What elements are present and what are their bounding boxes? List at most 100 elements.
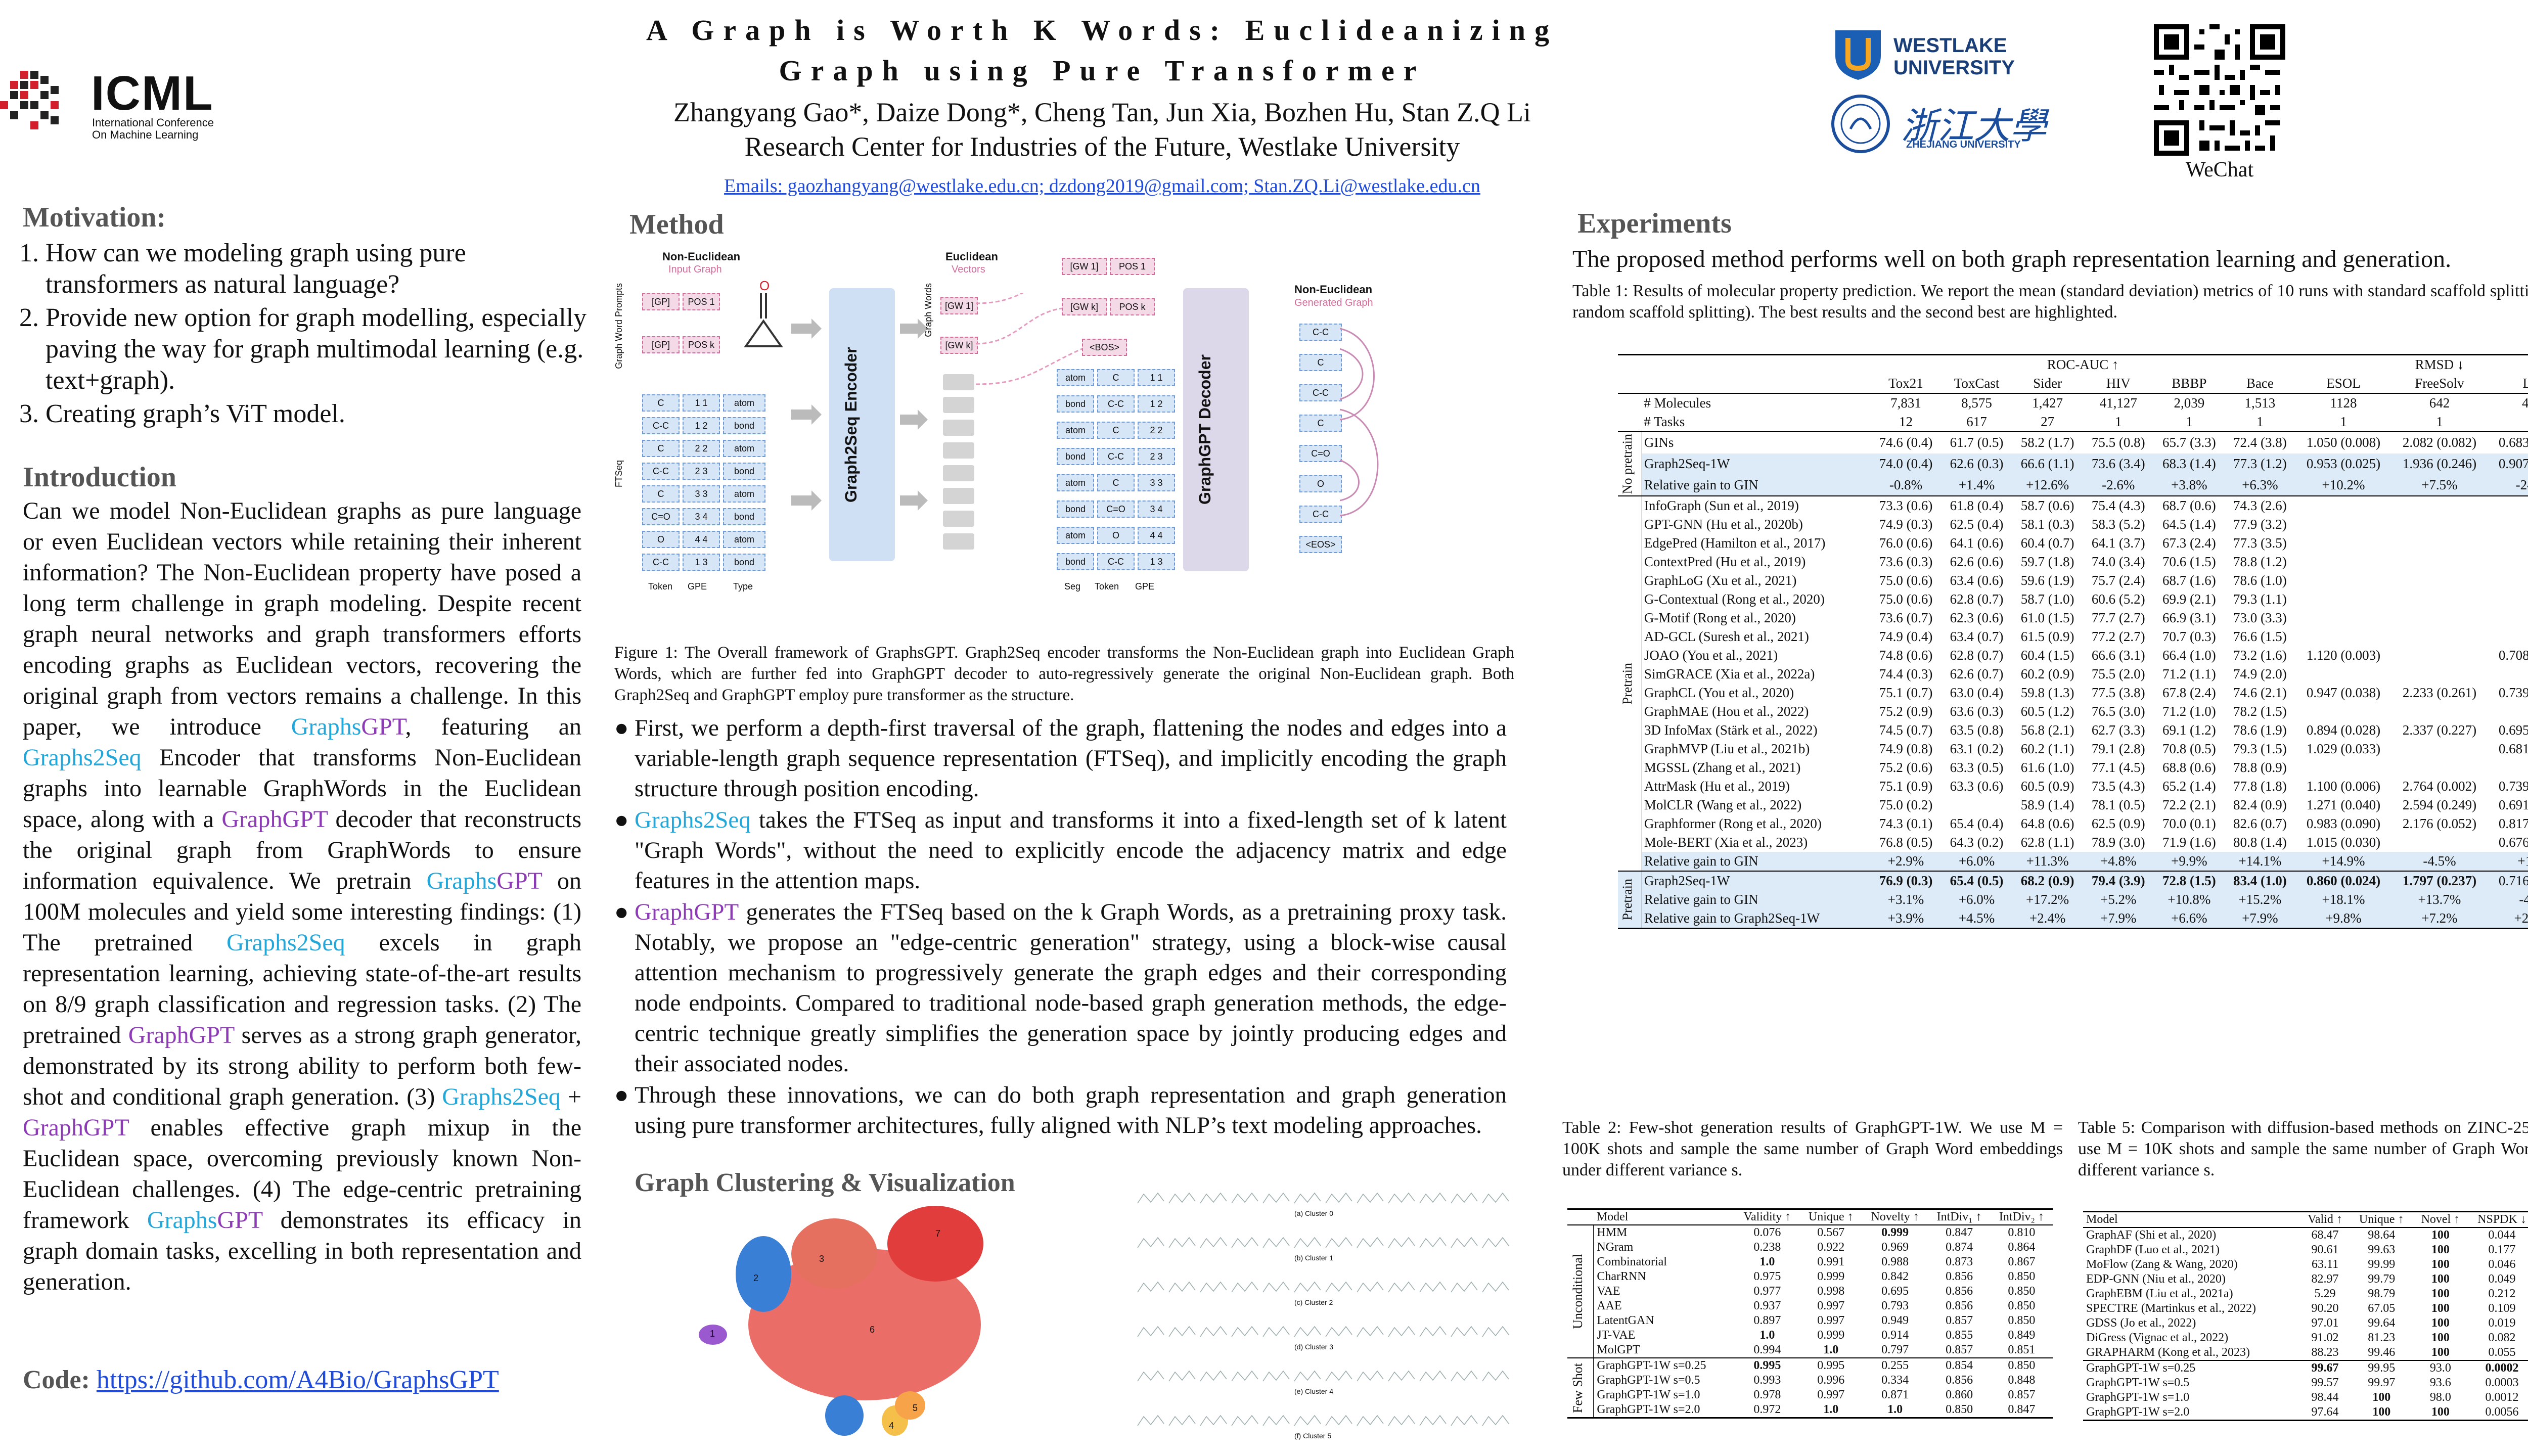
tbl-cell: 0.995	[1753, 1359, 1781, 1372]
tbl-cell: 0.019	[2488, 1316, 2516, 1330]
zju-seal-icon	[1831, 95, 1890, 153]
t1-cell	[2391, 515, 2488, 534]
enc-token: C-C	[642, 417, 680, 434]
t1-cell: 78.8 (0.9)	[2233, 760, 2287, 776]
t1-cell: 65.7 (3.3)	[2162, 435, 2216, 450]
tbl-cell: 0.082	[2488, 1331, 2516, 1344]
t1-cell: 66.9 (3.1)	[2162, 610, 2216, 626]
t1-tasks-row: # Tasks 12 617 27 1 1 1 1 1 1	[1618, 413, 2528, 432]
tbl-row: GraphDF (Luo et al., 2021) 90.61 99.63 100 0…	[2083, 1243, 2528, 1257]
code-link[interactable]: https://github.com/A4Bio/GraphsGPT	[96, 1366, 499, 1394]
t1-cell: 63.4 (0.7)	[1950, 629, 2004, 645]
t1-row-label: GPT-GNN (Hu et al., 2020b)	[1644, 517, 1803, 532]
t1-cell	[2295, 627, 2391, 646]
t1-row: GraphMVP (Liu et al., 2021b) 74.9 (0.8) 63…	[1618, 740, 2528, 758]
intro-p5: on 100M molecules and yield some interes…	[23, 868, 582, 956]
fig-token-label-dec: Token	[1095, 581, 1119, 592]
t1-cell: 63.5 (0.8)	[1950, 722, 2004, 738]
tbl-cell: 100	[2431, 1331, 2450, 1344]
t1-row-label: MolCLR (Wang et al., 2022)	[1644, 797, 1802, 813]
t1-cell: 68.2 (0.9)	[2020, 873, 2074, 889]
tbl-cell: 0.177	[2488, 1243, 2516, 1256]
bullet-2: Graphs2Seq takes the FTSeq as input and …	[614, 805, 1507, 896]
t1-cell: 74.4 (0.3)	[1879, 666, 1933, 682]
tbl-cell: 0.255	[1881, 1359, 1909, 1372]
fig-vec-6	[943, 488, 974, 504]
tbl-cell: 99.99	[2368, 1258, 2396, 1271]
t1-cell: +14.9%	[2322, 853, 2365, 869]
t1-cell: 74.6 (2.1)	[2233, 685, 2287, 701]
t1-cell: 58.3 (5.2)	[2091, 517, 2145, 532]
t1-cell: 79.3 (1.1)	[2233, 592, 2287, 607]
t1-row-label: Relative gain to GIN	[1644, 853, 1758, 869]
t1-cell: 74.9 (2.0)	[2233, 666, 2287, 682]
t1-cell: 82.6 (0.7)	[2233, 816, 2287, 832]
tbl-cell: 1.0	[1759, 1255, 1775, 1268]
t1-cell: 1	[2114, 414, 2122, 429]
t1-row: SimGRACE (Xia et al., 2022a) 74.4 (0.3) 62…	[1618, 665, 2528, 684]
tbl-cell: 0.860	[1946, 1388, 1973, 1401]
t1-cell: 64.8 (0.6)	[2020, 816, 2074, 832]
t1-group-label: Pretrain	[1618, 871, 1642, 929]
dec-seg: bond	[1057, 395, 1094, 413]
fig-euclidean: Euclidean	[945, 250, 998, 263]
t1-cell	[2488, 627, 2528, 646]
tbl-cell: 0.914	[1881, 1329, 1909, 1342]
motivation-item-1: How can we modeling graph using pure tra…	[46, 238, 592, 300]
tbl-cell: VAE	[1597, 1285, 1620, 1298]
tbl-col-header: Validity ↑	[1743, 1210, 1791, 1223]
emails-link[interactable]: Emails: gaozhangyang@westlake.edu.cn; dz…	[724, 175, 1480, 197]
tbl-cell: 98.79	[2368, 1287, 2396, 1300]
fig-gw-k: [GW k]	[940, 337, 978, 354]
wechat-qr[interactable]	[2154, 24, 2285, 156]
t1-cell: +4.5%	[1958, 911, 1995, 926]
tbl-cell: GDSS (Jo et al., 2022)	[2086, 1316, 2196, 1330]
icml-logo: ICML International Conference On Machine…	[0, 66, 243, 142]
tbl-cell: 0.856	[1946, 1270, 1973, 1283]
tbl-cell: 100	[2372, 1405, 2391, 1419]
tbl-cell: 0.999	[1817, 1270, 1845, 1283]
zju-logo: 浙江大學 ZHEJIANG UNIVERSITY	[1830, 94, 2063, 159]
dec-seg: atom	[1057, 369, 1094, 386]
t1-cell: +6.0%	[1958, 892, 1995, 907]
tbl-cell: 97.64	[2311, 1405, 2339, 1419]
tbl-row: CharRNN 0.975 0.999 0.842 0.856 0.850	[1567, 1269, 2053, 1284]
tbl-cell: 0.810	[2008, 1226, 2036, 1239]
t1-cell	[2295, 665, 2391, 684]
tbl-cell: 0.334	[1881, 1374, 1909, 1387]
t1-cell	[2488, 553, 2528, 571]
cluster-row-molecules	[1133, 1322, 1512, 1342]
t1-cell: 75.5 (0.8)	[2091, 435, 2145, 450]
tbl-cell: 0.988	[1881, 1255, 1909, 1268]
cluster-id-3: 3	[819, 1254, 825, 1264]
t1-cell: 78.1 (0.5)	[2091, 797, 2145, 813]
dec-seg: bond	[1057, 553, 1094, 570]
t1-cell	[2295, 571, 2391, 590]
t1-cell: 65.4 (0.5)	[1950, 873, 2004, 889]
icml-sub2: On Machine Learning	[92, 128, 199, 141]
t1-cell: 62.3 (0.6)	[1950, 610, 2004, 626]
t1-row-label: G-Motif (Rong et al., 2020)	[1644, 610, 1796, 626]
dec-gpe: 2 2	[1138, 422, 1175, 439]
tbl-cell: Combinatorial	[1597, 1255, 1667, 1268]
t1-cell: +4.8%	[2100, 853, 2137, 869]
t1-cell: 59.6 (1.9)	[2020, 573, 2074, 588]
bullet-3: GraphGPT generates the FTSeq based on th…	[614, 897, 1507, 1079]
tbl-cell: 0.857	[1946, 1314, 1973, 1327]
t1-cell: 1128	[2330, 395, 2357, 411]
t1-cell: 0.708 (0.004)	[2498, 648, 2528, 663]
t1-cell: 74.8 (0.6)	[1879, 648, 1933, 663]
t1-cell: 72.8 (1.5)	[2162, 873, 2216, 889]
t1-cell: 77.9 (3.2)	[2233, 517, 2287, 532]
t1-cell: +10.8%	[2168, 892, 2211, 907]
t1-cell	[2295, 590, 2391, 609]
tbl-col-header: NSPDK ↓	[2477, 1213, 2526, 1226]
cluster-row-molecules	[1133, 1277, 1512, 1297]
t1-row-label: # Molecules	[1644, 395, 1711, 411]
t1-row-label: AD-GCL (Suresh et al., 2021)	[1644, 629, 1809, 645]
t1-cell: 64.1 (0.6)	[1950, 535, 2004, 551]
table2-caption: Table 2: Few-shot generation results of …	[1562, 1118, 2063, 1179]
t1-cell: 73.3 (0.6)	[1879, 498, 1933, 514]
tbl-cell: 100	[2431, 1405, 2450, 1419]
tbl-cell: HMM	[1597, 1226, 1628, 1239]
